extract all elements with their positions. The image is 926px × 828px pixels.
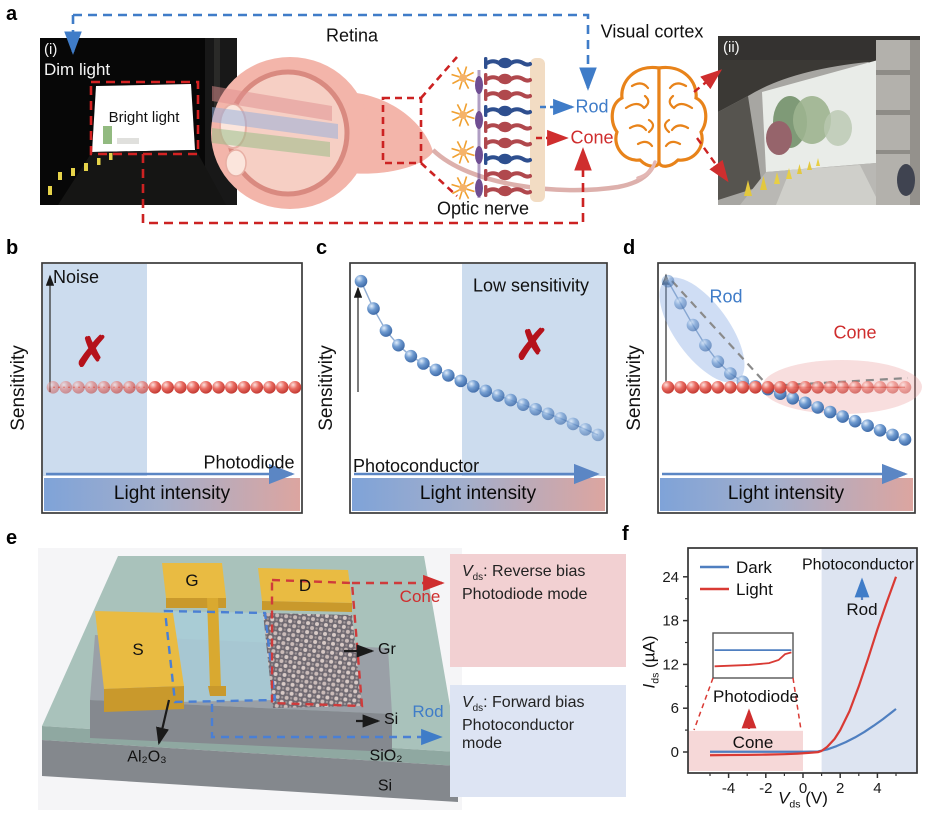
- dim-light-label: Dim light: [44, 60, 111, 79]
- rod-cell-row: [484, 153, 532, 165]
- noise-label: Noise: [53, 267, 100, 287]
- cone-label-a: Cone: [570, 127, 614, 148]
- eye-diagram: [211, 56, 458, 209]
- panel-f-label: f: [622, 523, 629, 545]
- panel-b-label: b: [6, 237, 19, 259]
- cone-cell-row: [484, 137, 532, 149]
- rod-label-e: Rod: [412, 702, 444, 722]
- photodiode-label-f: Photodiode: [712, 687, 800, 707]
- rod-label-d: Rod: [709, 286, 743, 307]
- cone-cell-row: [484, 89, 532, 101]
- photo-i-tag: (i): [44, 41, 58, 58]
- legend-dark-label: Dark: [736, 558, 772, 577]
- rod-label-a: Rod: [575, 96, 609, 117]
- photoconductor-label-c: Photoconductor: [353, 456, 480, 476]
- photoconductor-mode-box: Vds: Forward bias Photoconductor mode: [450, 685, 626, 797]
- svg-text:6: 6: [671, 700, 679, 717]
- sensitivity-axis-c: Sensitivity: [316, 345, 338, 431]
- light-intensity-axis-c: Light intensity: [419, 483, 537, 505]
- ids-axis-label: Ids (µA): [639, 635, 662, 689]
- svg-text:-4: -4: [722, 780, 735, 797]
- eye-tail: [350, 92, 433, 174]
- svg-text:0: 0: [799, 780, 807, 797]
- sensitivity-axis-d: Sensitivity: [624, 345, 646, 431]
- cone-cell-row: [484, 185, 532, 197]
- svg-text:4: 4: [873, 780, 881, 797]
- cross-icon: ✗: [514, 320, 550, 368]
- light-beams: [212, 86, 338, 157]
- graphene-label: Gr: [378, 641, 396, 658]
- sensitivity-axis-b: Sensitivity: [8, 345, 30, 431]
- inset-box: [712, 632, 794, 679]
- photodiode-label-b: Photodiode: [203, 452, 295, 473]
- svg-text:-2: -2: [759, 780, 772, 797]
- cone-label-e: Cone: [399, 587, 441, 607]
- svg-text:12: 12: [662, 656, 679, 673]
- bipolar-cells: [475, 70, 483, 198]
- ganglion-cells: [451, 66, 475, 200]
- svg-text:18: 18: [662, 613, 679, 630]
- rod-cell-row: [484, 105, 532, 117]
- photoconductor-label-f: Photoconductor: [801, 556, 915, 574]
- drain-label: D: [298, 576, 312, 596]
- vds-axis-label: Vds (V): [778, 788, 828, 811]
- cross-icon: ✗: [74, 327, 110, 375]
- light-intensity-axis-b: Light intensity: [113, 483, 231, 505]
- panel-d-label: d: [623, 237, 636, 259]
- rod-label-f: Rod: [846, 600, 878, 620]
- photo-ii-tag: (ii): [723, 39, 740, 56]
- si-substrate-label: Si: [377, 777, 393, 795]
- low-sensitivity-label: Low sensitivity: [472, 275, 590, 296]
- pathway-connectors: [64, 13, 729, 225]
- optic-nerve-label: Optic nerve: [436, 198, 530, 219]
- bright-light-label: Bright light: [108, 109, 180, 127]
- panel-c-label: c: [316, 237, 328, 259]
- panel-e-label: e: [6, 527, 18, 549]
- retina-label: Retina: [325, 25, 379, 46]
- device-schematic: [38, 548, 462, 810]
- gate-label: G: [185, 571, 199, 591]
- source-label: S: [132, 640, 144, 660]
- panel-d-plot: [657, 262, 922, 514]
- cone-cell-row: [484, 121, 532, 133]
- svg-text:2: 2: [836, 780, 844, 797]
- vds-symbol: V: [462, 563, 473, 580]
- legend-light-label: Light: [736, 580, 773, 599]
- svg-text:0: 0: [671, 744, 679, 761]
- cone-cell-row: [484, 169, 532, 181]
- panel-c-plot: [349, 262, 608, 514]
- light-intensity-axis-d: Light intensity: [727, 483, 845, 505]
- retina-cells: [451, 57, 545, 202]
- cone-cell-row: [484, 73, 532, 85]
- cone-label-d: Cone: [833, 322, 877, 343]
- brain-icon: [610, 65, 708, 180]
- rod-cell-row: [484, 57, 532, 69]
- panel-b-plot: [41, 262, 303, 514]
- photo-bright-tunnel: [718, 36, 920, 205]
- al2o3-label: Al₂O₃: [127, 748, 167, 766]
- traffic-cones: [744, 158, 820, 196]
- cone-label-f: Cone: [732, 733, 774, 753]
- vds-symbol: V: [462, 694, 473, 711]
- panel-a-label: a: [6, 3, 18, 25]
- visual-cortex-label: Visual cortex: [600, 21, 704, 42]
- si-channel-label: Si: [384, 711, 399, 728]
- sio2-label: SiO₂: [369, 747, 403, 765]
- photodiode-mode-box: Vds: Reverse bias Photodiode mode: [450, 554, 626, 667]
- svg-text:24: 24: [662, 569, 679, 586]
